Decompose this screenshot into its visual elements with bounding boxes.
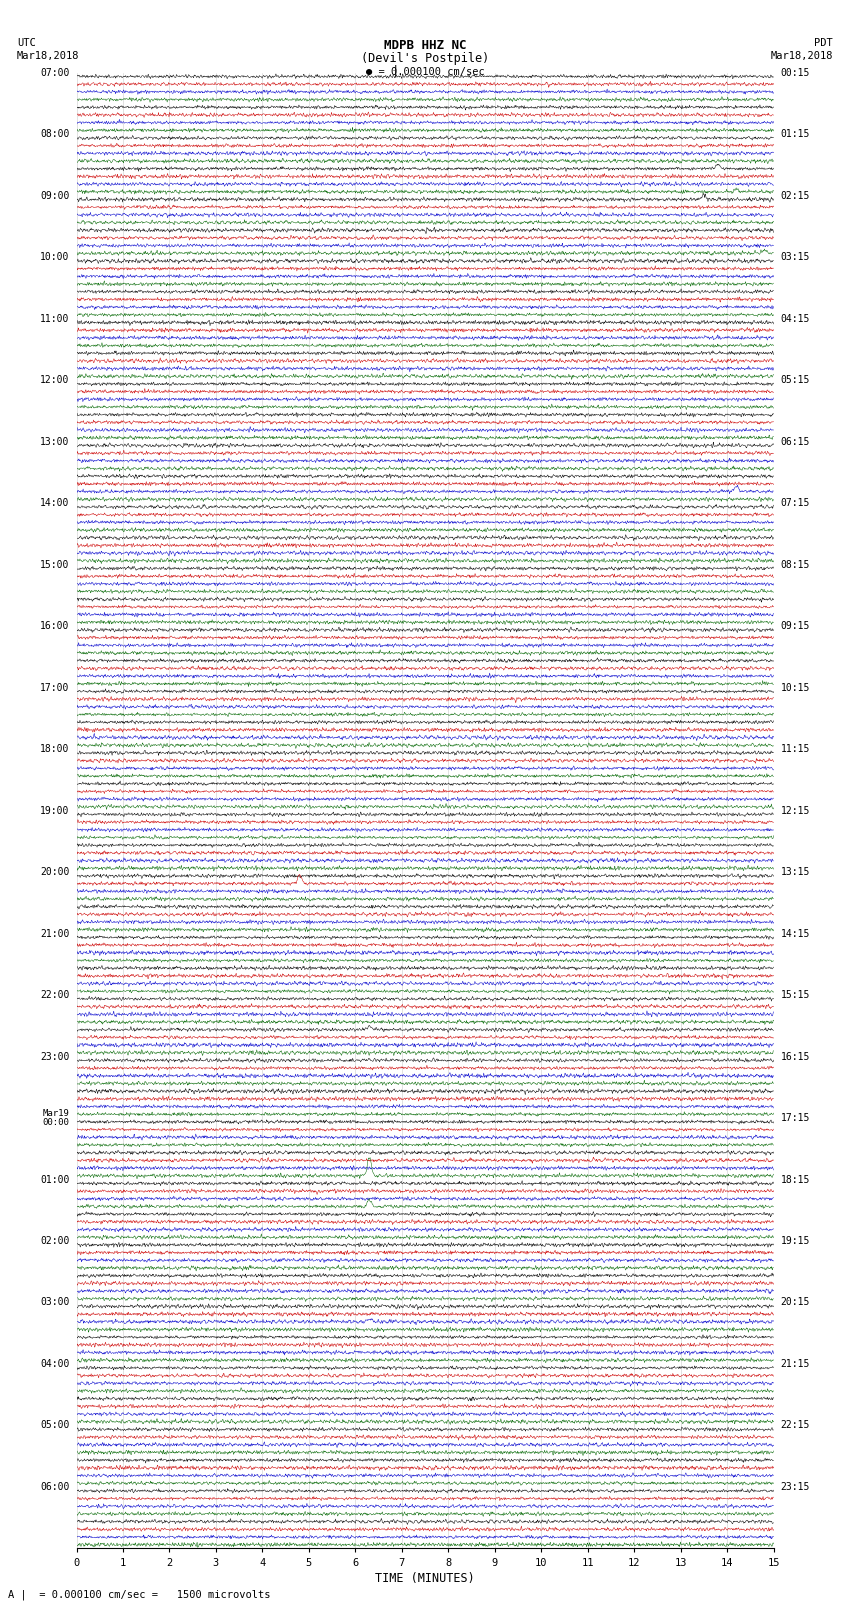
Text: 01:00: 01:00 xyxy=(40,1174,70,1184)
Text: 18:00: 18:00 xyxy=(40,744,70,753)
Text: 15:00: 15:00 xyxy=(40,560,70,569)
Text: 13:15: 13:15 xyxy=(780,868,810,877)
Text: 22:15: 22:15 xyxy=(780,1421,810,1431)
Text: 05:00: 05:00 xyxy=(40,1421,70,1431)
Text: 02:00: 02:00 xyxy=(40,1236,70,1245)
Text: 08:00: 08:00 xyxy=(40,129,70,139)
Text: 20:15: 20:15 xyxy=(780,1297,810,1308)
Text: 06:00: 06:00 xyxy=(40,1482,70,1492)
Text: 04:15: 04:15 xyxy=(780,313,810,324)
Text: MDPB HHZ NC: MDPB HHZ NC xyxy=(383,39,467,52)
Text: 07:00: 07:00 xyxy=(40,68,70,77)
Text: 20:00: 20:00 xyxy=(40,868,70,877)
Text: UTC: UTC xyxy=(17,39,36,48)
Text: 22:00: 22:00 xyxy=(40,990,70,1000)
Text: |: | xyxy=(392,65,399,77)
Text: 17:00: 17:00 xyxy=(40,682,70,692)
Text: 09:00: 09:00 xyxy=(40,190,70,200)
Text: 00:15: 00:15 xyxy=(780,68,810,77)
Text: 10:15: 10:15 xyxy=(780,682,810,692)
X-axis label: TIME (MINUTES): TIME (MINUTES) xyxy=(375,1571,475,1584)
Text: 07:15: 07:15 xyxy=(780,498,810,508)
Text: 23:00: 23:00 xyxy=(40,1052,70,1061)
Text: 04:00: 04:00 xyxy=(40,1360,70,1369)
Text: 21:15: 21:15 xyxy=(780,1360,810,1369)
Text: 11:15: 11:15 xyxy=(780,744,810,753)
Text: 15:15: 15:15 xyxy=(780,990,810,1000)
Text: 12:00: 12:00 xyxy=(40,376,70,386)
Text: 16:00: 16:00 xyxy=(40,621,70,631)
Text: Mar18,2018: Mar18,2018 xyxy=(770,52,833,61)
Text: 19:15: 19:15 xyxy=(780,1236,810,1245)
Text: 03:00: 03:00 xyxy=(40,1297,70,1308)
Text: 11:00: 11:00 xyxy=(40,313,70,324)
Text: 01:15: 01:15 xyxy=(780,129,810,139)
Text: 12:15: 12:15 xyxy=(780,805,810,816)
Text: 05:15: 05:15 xyxy=(780,376,810,386)
Text: 02:15: 02:15 xyxy=(780,190,810,200)
Text: 10:00: 10:00 xyxy=(40,252,70,261)
Text: 13:00: 13:00 xyxy=(40,437,70,447)
Text: ● = 0.000100 cm/sec: ● = 0.000100 cm/sec xyxy=(366,68,484,77)
Text: 23:15: 23:15 xyxy=(780,1482,810,1492)
Text: (Devil's Postpile): (Devil's Postpile) xyxy=(361,52,489,65)
Text: 14:00: 14:00 xyxy=(40,498,70,508)
Text: 06:15: 06:15 xyxy=(780,437,810,447)
Text: 17:15: 17:15 xyxy=(780,1113,810,1123)
Text: 08:15: 08:15 xyxy=(780,560,810,569)
Text: 18:15: 18:15 xyxy=(780,1174,810,1184)
Text: 00:00: 00:00 xyxy=(42,1118,70,1127)
Text: 19:00: 19:00 xyxy=(40,805,70,816)
Text: Mar18,2018: Mar18,2018 xyxy=(17,52,80,61)
Text: 14:15: 14:15 xyxy=(780,929,810,939)
Text: 16:15: 16:15 xyxy=(780,1052,810,1061)
Text: 21:00: 21:00 xyxy=(40,929,70,939)
Text: Mar19: Mar19 xyxy=(42,1110,70,1118)
Text: A |  = 0.000100 cm/sec =   1500 microvolts: A | = 0.000100 cm/sec = 1500 microvolts xyxy=(8,1589,271,1600)
Text: 09:15: 09:15 xyxy=(780,621,810,631)
Text: 03:15: 03:15 xyxy=(780,252,810,261)
Text: PDT: PDT xyxy=(814,39,833,48)
